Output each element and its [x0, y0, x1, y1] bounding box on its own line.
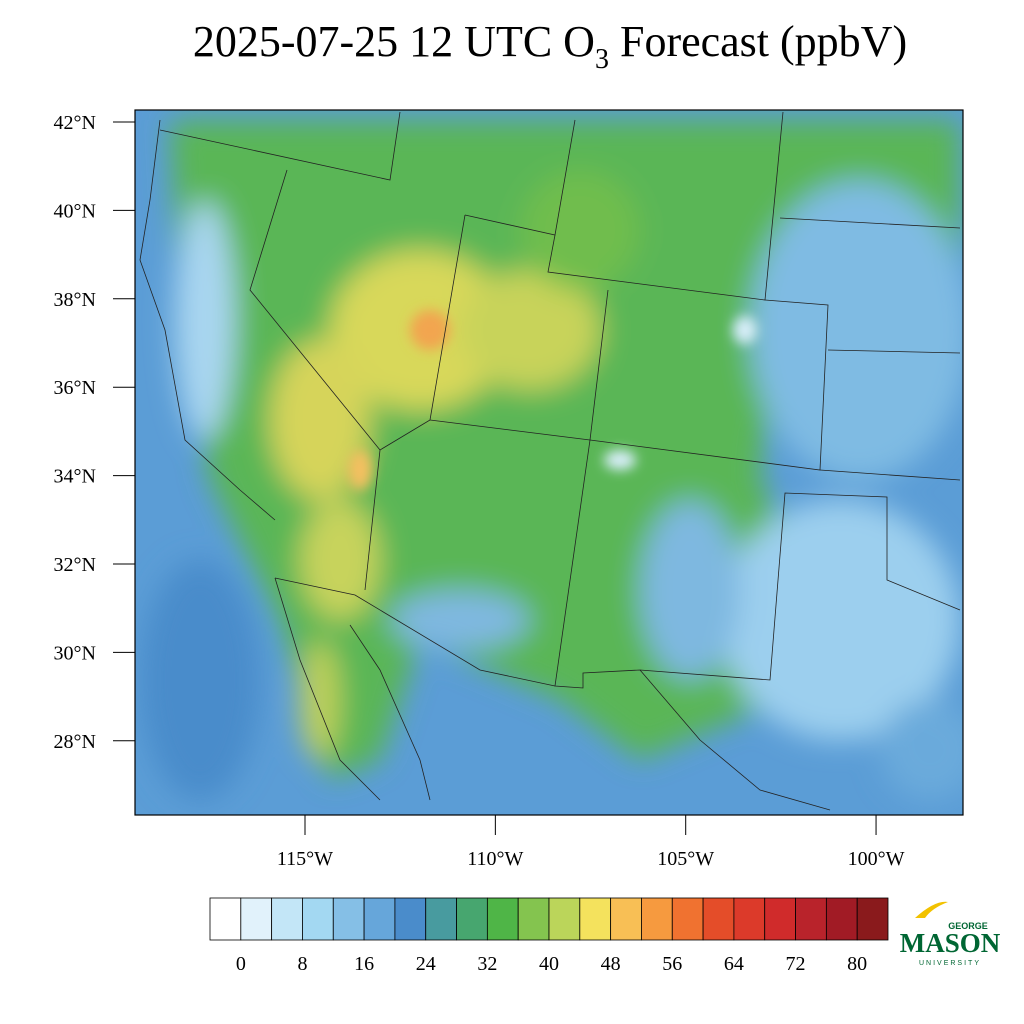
lat-label: 34°N	[54, 466, 96, 488]
colorbar-label: 40	[539, 953, 559, 975]
lat-label: 30°N	[54, 642, 96, 664]
lat-label: 28°N	[54, 731, 96, 753]
lon-label: 115°W	[277, 848, 333, 870]
colorbar-box	[825, 897, 858, 941]
colorbar-box	[332, 897, 365, 941]
colorbar-box	[764, 897, 796, 941]
title-sub: 3	[595, 44, 609, 75]
colorbar-box	[363, 897, 396, 941]
colorbar-box	[209, 897, 242, 941]
colorbar-box	[641, 897, 673, 941]
colorbar-box	[517, 897, 550, 941]
logo: GEORGE MASON UNIVERSITY	[900, 901, 1001, 967]
colorbar-box	[486, 897, 519, 941]
colorbar-label: 64	[724, 953, 744, 975]
colorbar-box	[733, 897, 766, 941]
colorbar-box	[856, 897, 889, 941]
colorbar-label: 8	[297, 953, 307, 975]
lat-label: 32°N	[54, 554, 96, 576]
colorbar-label: 0	[236, 953, 246, 975]
colorbar-box	[548, 897, 581, 941]
logo-main: MASON	[900, 928, 1001, 958]
colorbar-label: 32	[477, 953, 497, 975]
title: 2025-07-25 12 UTC O3 Forecast (ppbV)	[193, 17, 907, 75]
colorbar-label: 56	[662, 953, 682, 975]
colorbar-box	[702, 897, 735, 941]
colorbar-box	[795, 897, 827, 941]
logo-top: GEORGE	[948, 921, 988, 931]
colorbar-box	[425, 897, 457, 941]
colorbar-box	[610, 897, 642, 941]
lat-label: 38°N	[54, 289, 96, 311]
lat-label: 40°N	[54, 200, 96, 222]
title-rest: Forecast (ppbV)	[609, 17, 907, 66]
colorbar-box	[240, 897, 273, 941]
colorbar-label: 80	[847, 953, 867, 975]
colorbar-box	[271, 897, 303, 941]
map-frame	[134, 109, 964, 816]
ozone-field	[135, 110, 963, 815]
logo-bottom: UNIVERSITY	[919, 960, 981, 967]
colorbar-box	[456, 897, 488, 941]
colorbar-label: 72	[786, 953, 806, 975]
title-main: 2025-07-25 12 UTC O	[193, 17, 595, 66]
colorbar-box	[394, 897, 427, 941]
lon-label: 105°W	[657, 848, 714, 870]
lon-label: 100°W	[848, 848, 905, 870]
lon-label: 110°W	[467, 848, 523, 870]
axes: 42°N 40°N 38°N 36°N 34°N 32°N 30°N 28°N 115°W 110…	[54, 112, 905, 870]
colorbar-label: 48	[601, 953, 621, 975]
lat-label: 42°N	[54, 112, 96, 134]
colorbar: 0 8 16 24 32 40 48 56 64 72 80	[209, 897, 889, 975]
colorbar-label: 24	[416, 953, 436, 975]
colorbar-box	[579, 897, 612, 941]
lat-label: 36°N	[54, 377, 96, 399]
colorbar-box	[671, 897, 704, 941]
colorbar-label: 16	[354, 953, 374, 975]
colorbar-box	[302, 897, 334, 941]
